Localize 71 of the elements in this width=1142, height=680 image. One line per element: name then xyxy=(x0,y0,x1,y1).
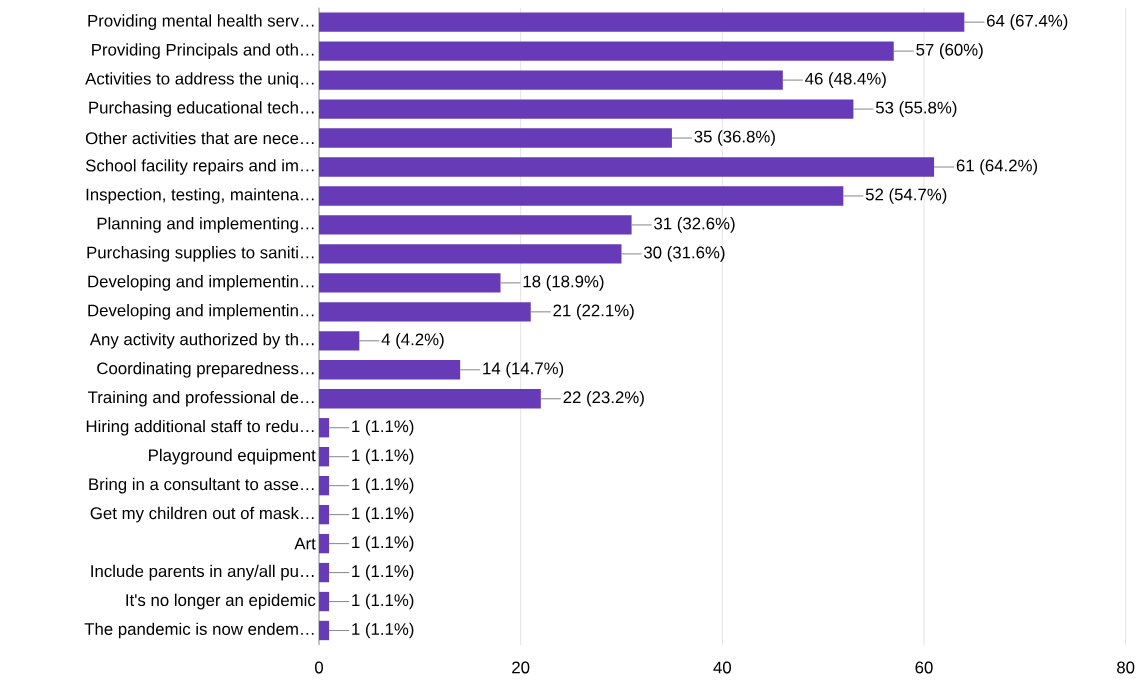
y-tick-label: Coordinating preparedness… xyxy=(97,361,314,378)
data-label: 21 (22.1%) xyxy=(553,304,634,320)
x-tick-label: 80 xyxy=(1117,661,1135,674)
y-tick-label: It's no longer an epidemic xyxy=(126,593,316,610)
y-tick-label: Include parents in any/all pu… xyxy=(91,564,314,581)
data-label: 31 (32.6%) xyxy=(654,217,735,233)
x-tick-label: 60 xyxy=(915,661,933,674)
y-tick-label: Developing and implementin… xyxy=(88,275,314,291)
x-tick-label: 40 xyxy=(713,661,732,674)
data-label: 61 (64.2%) xyxy=(956,159,1038,175)
data-label: 35 (36.8%) xyxy=(694,130,775,146)
bar xyxy=(319,215,632,235)
y-tick-label: Providing Principals and oth… xyxy=(92,43,314,59)
y-tick-label: Hiring additional staff to redu… xyxy=(86,419,314,436)
y-tick-label: Developing and implementin… xyxy=(88,304,314,320)
bar xyxy=(319,360,461,380)
data-label: 1 (1.1%) xyxy=(352,448,414,465)
bar xyxy=(319,562,330,583)
y-tick-label: Inspection, testing, maintena… xyxy=(86,188,314,204)
bar xyxy=(319,620,330,641)
data-label: 14 (14.7%) xyxy=(483,361,564,378)
y-tick-label: Purchasing educational tech… xyxy=(89,101,314,117)
data-label: 30 (31.6%) xyxy=(644,246,725,262)
bar xyxy=(319,12,965,32)
y-tick-label: Training and professional de… xyxy=(88,390,314,407)
y-tick-label: Activities to address the uniq… xyxy=(85,72,314,88)
y-tick-label: Planning and implementing… xyxy=(97,217,314,233)
data-label: 52 (54.7%) xyxy=(865,188,947,204)
bar xyxy=(319,157,935,177)
bar xyxy=(319,331,360,351)
data-label: 46 (48.4%) xyxy=(805,72,886,88)
data-label: 1 (1.1%) xyxy=(352,506,414,523)
y-tick-label: Get my children out of mask… xyxy=(90,506,314,523)
bar xyxy=(319,591,330,612)
data-label: 1 (1.1%) xyxy=(352,564,414,581)
data-label: 1 (1.1%) xyxy=(352,535,414,552)
data-label: 1 (1.1%) xyxy=(352,622,414,639)
x-tick-label: 20 xyxy=(512,661,530,674)
y-tick-label: Bring in a consultant to asse… xyxy=(89,477,314,494)
bar xyxy=(319,389,541,409)
bar xyxy=(319,504,330,525)
data-label: 57 (60%) xyxy=(916,43,983,59)
bar xyxy=(319,302,531,322)
bar xyxy=(319,447,330,467)
y-tick-label: Any activity authorized by th… xyxy=(89,332,314,349)
y-tick-label: Other activities that are nece… xyxy=(85,131,314,145)
data-label: 64 (67.4%) xyxy=(987,14,1068,30)
data-label: 1 (1.1%) xyxy=(352,419,414,436)
bar xyxy=(319,186,844,206)
y-tick-label: Art xyxy=(294,537,316,550)
data-label: 1 (1.1%) xyxy=(352,593,414,610)
data-label: 22 (23.2%) xyxy=(563,390,644,407)
bar xyxy=(319,99,854,119)
y-tick-label: Playground equipment xyxy=(149,448,316,465)
data-label: 1 (1.1%) xyxy=(352,477,414,494)
data-label: 18 (18.9%) xyxy=(523,275,604,291)
y-tick-label: School facility repairs and im… xyxy=(85,159,314,175)
bar xyxy=(319,476,330,496)
x-tick-label: 0 xyxy=(314,661,324,674)
bar xyxy=(319,273,501,293)
bar xyxy=(319,128,672,148)
bar xyxy=(319,533,330,554)
bar xyxy=(319,70,783,90)
y-tick-label: The pandemic is now endem… xyxy=(84,622,314,639)
bar xyxy=(319,418,330,438)
data-label: 53 (55.8%) xyxy=(875,101,957,117)
data-label: 4 (4.2%) xyxy=(381,332,444,349)
y-tick-label: Purchasing supplies to saniti… xyxy=(87,246,314,262)
bar xyxy=(319,244,622,264)
bar xyxy=(319,41,894,61)
y-tick-label: Providing mental health serv… xyxy=(88,14,314,30)
